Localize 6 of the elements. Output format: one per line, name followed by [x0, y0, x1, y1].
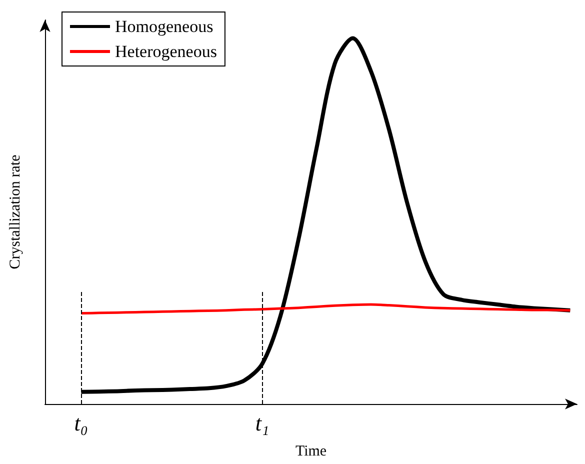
- legend-label: Homogeneous: [115, 17, 214, 36]
- x-tick-label: t₁: [255, 410, 270, 436]
- legend-label: Heterogeneous: [115, 42, 217, 61]
- x-axis-title: Time: [295, 444, 327, 460]
- x-tick-label: t₀: [74, 410, 88, 436]
- y-axis-title: Crystallization rate: [8, 154, 24, 270]
